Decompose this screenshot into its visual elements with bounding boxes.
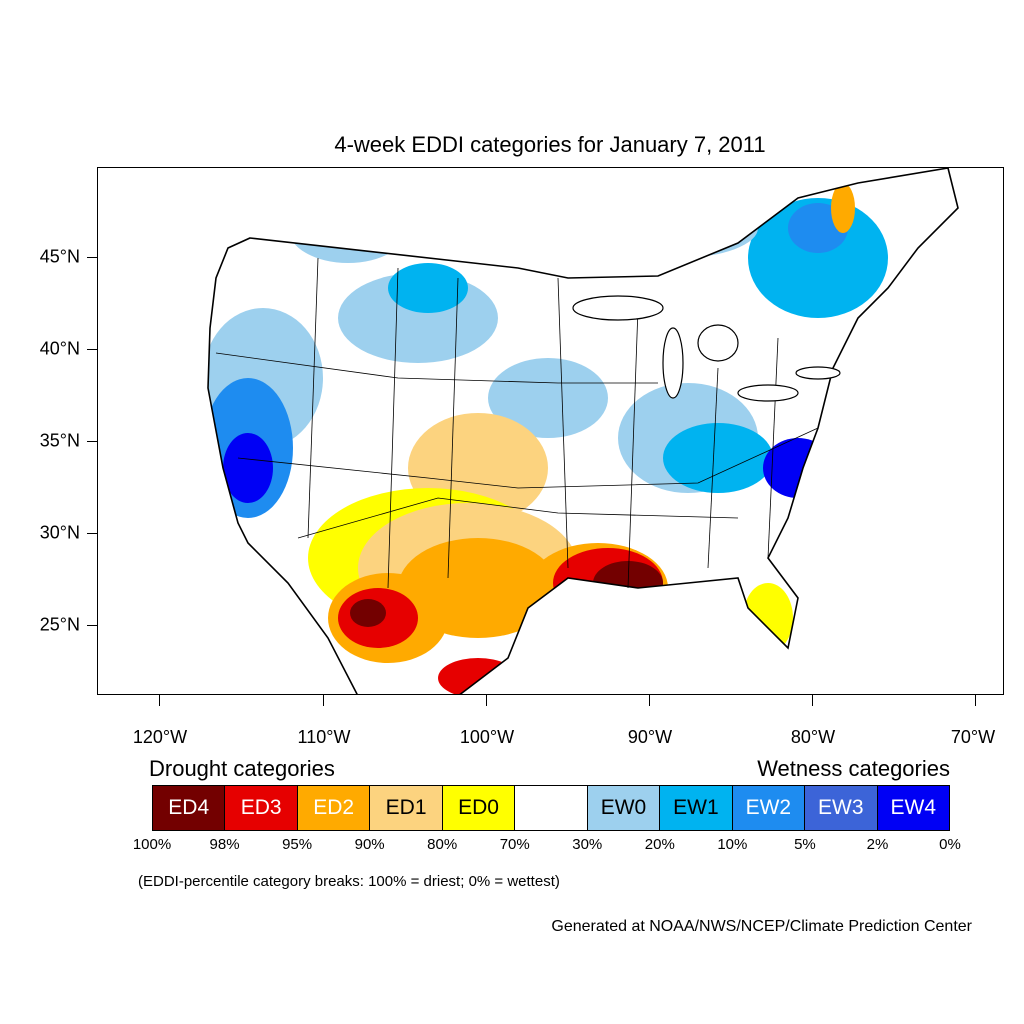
legend-cell-ed1: ED1	[370, 786, 443, 830]
state-borders	[215, 257, 819, 589]
break-label: 100%	[132, 836, 172, 853]
legend-cell-ed4: ED4	[153, 786, 226, 830]
lon-tick	[812, 695, 814, 706]
coastline	[207, 168, 959, 694]
lat-tick	[87, 533, 97, 535]
map-panel	[97, 167, 1004, 695]
lat-label: 30°N	[39, 522, 80, 543]
legend-cell-ed2: ED2	[297, 786, 371, 830]
eddi-map	[207, 168, 959, 694]
break-label: 80%	[427, 836, 458, 853]
lon-label: 100°W	[459, 727, 515, 747]
legend-cell-ew3: EW3	[805, 786, 878, 830]
map-title: 4-week EDDI categories for January 7, 20…	[334, 132, 766, 157]
break-label: 70%	[499, 836, 530, 853]
lat-tick	[87, 349, 97, 351]
lon-label: 120°W	[132, 727, 188, 747]
lat-tick	[87, 257, 97, 259]
category-note: (EDDI-percentile category breaks: 100% =…	[138, 873, 560, 890]
break-label: 10%	[717, 836, 748, 853]
break-label: 90%	[354, 836, 385, 853]
lon-tick	[323, 695, 325, 706]
wetness-heading: Wetness categories	[757, 756, 950, 781]
lat-tick	[87, 441, 97, 443]
lat-tick	[87, 625, 97, 627]
legend-cell-ew2: EW2	[732, 786, 806, 830]
break-label: 95%	[282, 836, 313, 853]
lat-label: 25°N	[39, 614, 80, 635]
lon-tick	[159, 695, 161, 706]
category-legend: ED4 ED3 ED2 ED1 ED0 EW0 EW1 EW2 EW3 EW4	[152, 785, 950, 831]
lon-tick	[486, 695, 488, 706]
drought-heading: Drought categories	[149, 756, 335, 781]
lon-label: 110°W	[297, 727, 351, 747]
break-label: 20%	[644, 836, 675, 853]
great-lakes	[572, 295, 841, 402]
lon-label: 80°W	[790, 727, 836, 747]
lon-label: 70°W	[950, 727, 996, 747]
lon-tick	[975, 695, 977, 706]
lon-tick	[649, 695, 651, 706]
legend-cell-ew0: EW0	[587, 786, 661, 830]
legend-cell-ed0: ED0	[442, 786, 516, 830]
lat-label: 40°N	[39, 338, 80, 359]
legend-cell-normal	[515, 786, 588, 830]
lon-label: 90°W	[627, 727, 673, 747]
credit-line: Generated at NOAA/NWS/NCEP/Climate Predi…	[551, 918, 972, 935]
legend-cell-ed3: ED3	[225, 786, 298, 830]
lat-label: 35°N	[39, 430, 80, 451]
legend-cell-ew1: EW1	[660, 786, 733, 830]
break-label: 2%	[866, 836, 889, 853]
legend-cell-ew4: EW4	[877, 786, 949, 830]
lat-label: 45°N	[39, 246, 80, 267]
break-label: 5%	[794, 836, 816, 853]
break-label: 30%	[572, 836, 603, 853]
break-label: 0%	[939, 836, 961, 853]
break-label: 98%	[209, 836, 240, 853]
